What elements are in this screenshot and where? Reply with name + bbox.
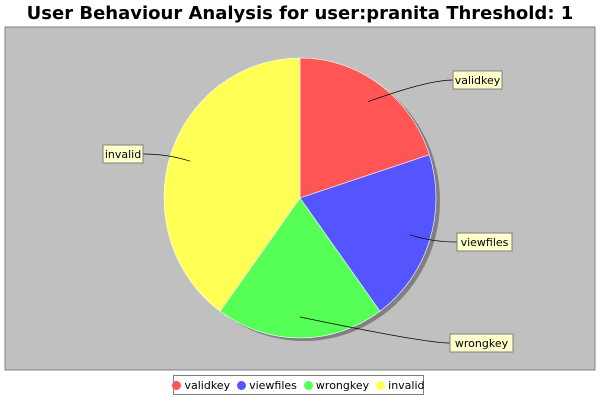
legend: validkey viewfiles wrongkey invalid	[172, 375, 425, 395]
slice-label-box-validkey	[452, 70, 503, 90]
slice-label-invalid: invalid	[105, 148, 141, 161]
leader-line-validkey	[367, 79, 454, 103]
slice-label-box-viewfiles	[456, 232, 513, 252]
slice-label-wrongkey: wrongkey	[455, 337, 509, 350]
pie-slice-invalid	[163, 57, 301, 312]
leader-line-invalid	[142, 153, 191, 162]
legend-label-wrongkey: wrongkey	[315, 378, 370, 392]
legend-swatch-invalid	[376, 380, 386, 390]
legend-swatch-viewfiles	[237, 380, 247, 390]
slice-label-box-invalid	[102, 144, 144, 164]
legend-item-validkey: validkey	[172, 379, 230, 392]
legend-item-invalid: invalid	[376, 378, 425, 392]
legend-label-viewfiles: viewfiles	[249, 378, 297, 392]
pie-slice-validkey	[299, 57, 430, 199]
pie-slice-wrongkey	[219, 197, 381, 339]
legend-label-validkey: validkey	[184, 378, 231, 392]
slice-label-box-wrongkey	[449, 333, 514, 353]
pie-slice-viewfiles	[299, 154, 437, 312]
legend-item-wrongkey: wrongkey	[303, 378, 370, 392]
leader-line-wrongkey	[299, 316, 451, 344]
legend-item-viewfiles: viewfiles	[237, 379, 297, 392]
legend-label-invalid: invalid	[388, 378, 425, 392]
slice-label-viewfiles: viewfiles	[461, 236, 509, 249]
slice-label-validkey: validkey	[455, 74, 501, 87]
legend-swatch-wrongkey	[303, 380, 313, 390]
legend-swatch-validkey	[172, 380, 182, 390]
chart-title: User Behaviour Analysis for user:pranita…	[26, 3, 574, 24]
leader-line-viewfiles	[409, 234, 458, 243]
